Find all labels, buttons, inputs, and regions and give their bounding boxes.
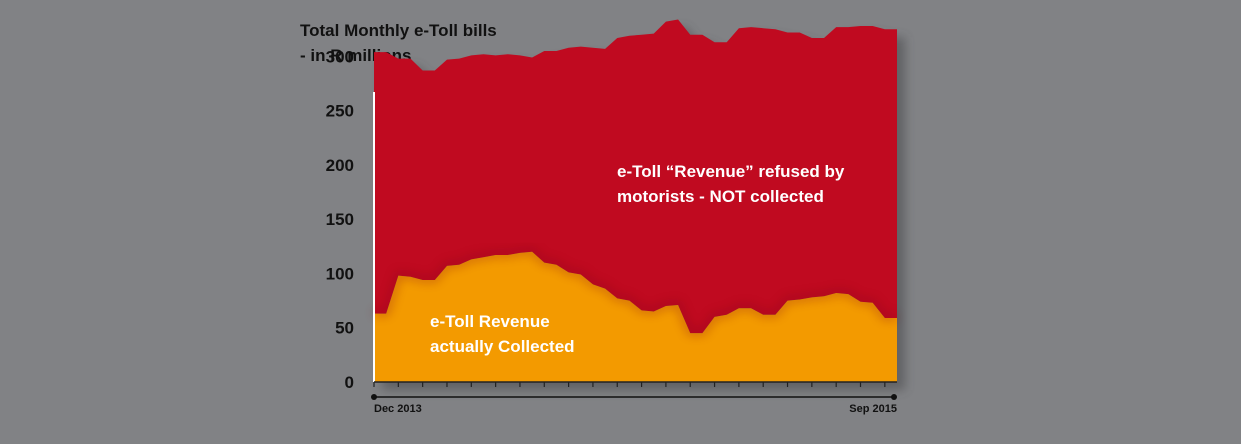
series-label-collected: actually Collected xyxy=(430,337,575,356)
chart-title: Total Monthly e-Toll bills xyxy=(300,21,497,40)
series-boundary-shade xyxy=(374,247,897,336)
y-tick-label: 200 xyxy=(326,156,354,175)
timeline-start-dot xyxy=(371,394,377,400)
area-series-collected xyxy=(374,251,897,382)
y-tick-label: 100 xyxy=(326,264,354,283)
timeline-end-dot xyxy=(891,394,897,400)
y-tick-label: 50 xyxy=(335,319,354,338)
y-tick-label: 150 xyxy=(326,210,354,229)
y-tick-label: 300 xyxy=(326,47,354,66)
x-start-label: Dec 2013 xyxy=(374,403,422,415)
series-label-collected: e-Toll Revenue xyxy=(430,312,550,331)
x-end-label: Sep 2015 xyxy=(849,403,897,415)
series-label-not-collected: motorists - NOT collected xyxy=(617,187,824,206)
y-tick-label: 0 xyxy=(345,373,354,392)
y-tick-label: 250 xyxy=(326,102,354,121)
series-label-not-collected: e-Toll “Revenue” refused by xyxy=(617,162,845,181)
